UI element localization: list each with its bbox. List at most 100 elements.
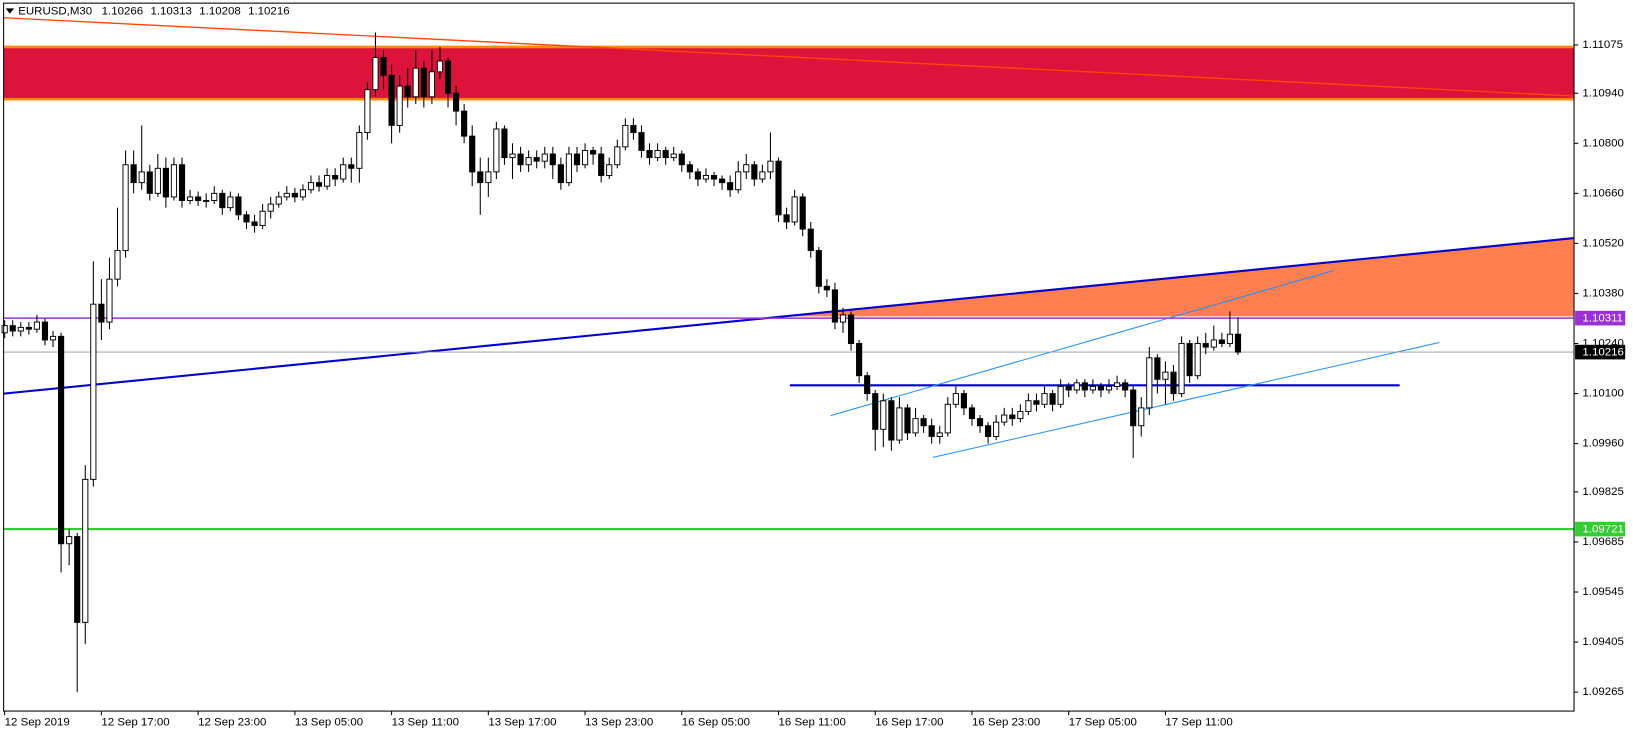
candle-body (1162, 371, 1169, 380)
candle-body (259, 210, 266, 226)
candle-body (1210, 339, 1217, 348)
candle-body (138, 171, 145, 184)
candle-body (251, 221, 258, 226)
candle-body (525, 157, 532, 166)
candle-body (9, 325, 16, 332)
candles (1, 32, 1242, 693)
candle-body (598, 153, 605, 176)
candle-body (719, 178, 726, 184)
candle-body (477, 171, 484, 184)
candle-body (694, 171, 701, 180)
header: EURUSD,M30 1.10266 1.10313 1.10208 1.102… (18, 6, 289, 18)
y-tick-label: 1.09685 (1582, 536, 1623, 548)
close-value: 1.10216 (248, 6, 289, 18)
candle-body (936, 432, 943, 437)
candle-body (630, 124, 637, 134)
candle-body (1154, 357, 1161, 380)
candle-body (775, 160, 782, 216)
candle-body (920, 418, 927, 427)
candle-body (364, 89, 371, 134)
candle-body (49, 335, 57, 341)
channel-line (932, 341, 1440, 458)
x-tick-label: 12 Sep 23:00 (198, 717, 266, 729)
candle-body (751, 164, 758, 180)
candle-body (452, 92, 460, 112)
candle-body (533, 157, 540, 162)
y-tick-label: 1.10520 (1582, 237, 1623, 249)
candle-body (1017, 410, 1024, 420)
candle-body (106, 278, 113, 323)
x-tick-label: 17 Sep 05:00 (1069, 717, 1137, 729)
level-label: 1.10311 (1582, 313, 1623, 325)
y-tick-label: 1.09545 (1582, 586, 1623, 598)
candle-body (114, 250, 121, 280)
candle-body (880, 400, 887, 430)
candle-body (283, 192, 290, 198)
candle-body (622, 124, 629, 148)
candle-body (25, 326, 32, 330)
candle-body (1178, 343, 1185, 395)
candle-body (267, 203, 274, 212)
candle-body (291, 192, 298, 198)
x-tick-label: 13 Sep 23:00 (585, 717, 653, 729)
candle-body (783, 214, 790, 223)
candle-body (372, 57, 379, 91)
candle-body (1234, 333, 1242, 353)
candle-body (541, 153, 548, 162)
x-tick-label: 16 Sep 05:00 (682, 717, 750, 729)
candle-body (388, 74, 395, 126)
y-tick-label: 1.10380 (1582, 287, 1623, 299)
candle-body (767, 160, 774, 173)
y-tick-label: 1.09265 (1582, 686, 1623, 698)
candle-body (823, 285, 830, 291)
candle-body (444, 60, 452, 94)
resistance-zone (3, 46, 1575, 100)
axes: 1.11075 1.10940 1.10800 1.10660 1.10520 1.103… (4, 39, 1626, 729)
candle-body (904, 407, 911, 434)
candle-body (912, 418, 919, 434)
candle-body (41, 321, 49, 341)
trend-line (3, 17, 1575, 97)
y-tick-label: 1.10940 (1582, 87, 1623, 99)
candle-body (888, 400, 895, 441)
candle-body (1097, 385, 1105, 391)
candle-body (493, 128, 500, 173)
candle-body (162, 167, 169, 198)
candle-body (872, 393, 879, 430)
plot-frame (3, 2, 1575, 712)
candle-body (702, 174, 710, 180)
x-tick-label: 13 Sep 17:00 (488, 717, 556, 729)
candle-body (662, 149, 669, 159)
candle-body (960, 393, 967, 409)
y-tick-label: 1.09960 (1582, 438, 1623, 450)
candle-body (654, 149, 661, 159)
candle-body (348, 164, 355, 169)
candle-body (469, 135, 476, 173)
candle-body (1081, 382, 1088, 391)
candle-body (710, 174, 718, 180)
candle-body (154, 167, 161, 194)
candle-body (428, 71, 435, 98)
candle-body (847, 314, 855, 344)
candle-body (864, 375, 871, 395)
candle-body (90, 303, 97, 480)
candle-body (896, 407, 903, 441)
candle-body (517, 153, 524, 166)
candle-body (831, 289, 839, 323)
candle-body (122, 164, 129, 252)
candle-body (1202, 343, 1209, 348)
candle-body (638, 132, 645, 151)
candle-body (678, 153, 685, 166)
candle-body (82, 478, 89, 623)
candle-body (1065, 385, 1072, 391)
y-tick-label: 1.10800 (1582, 137, 1623, 149)
candle-body (178, 164, 186, 201)
current-price-box (1575, 344, 1626, 360)
candle-body (307, 182, 315, 191)
candle-body (1033, 400, 1040, 405)
candle-body (243, 214, 250, 223)
y-tick-label: 1.11075 (1582, 39, 1623, 51)
candle-body (436, 60, 444, 73)
x-tick-label: 16 Sep 11:00 (779, 717, 846, 729)
